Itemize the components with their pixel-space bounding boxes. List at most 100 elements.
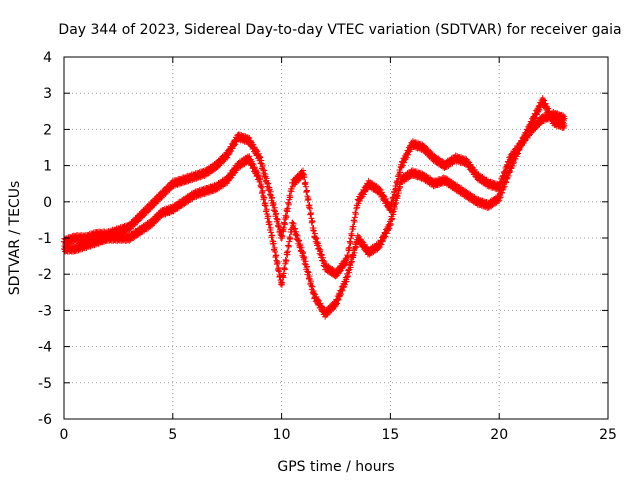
data-point xyxy=(274,259,281,266)
data-point xyxy=(269,232,276,239)
data-point xyxy=(279,279,286,286)
data-point xyxy=(336,292,343,299)
y-tick-label: 1 xyxy=(43,159,52,175)
x-tick-label: 10 xyxy=(273,427,291,443)
data-point xyxy=(258,184,265,191)
y-tick-label: -2 xyxy=(38,267,52,283)
data-point xyxy=(285,201,292,208)
y-tick-label: 3 xyxy=(43,86,52,102)
data-point xyxy=(273,210,280,217)
y-tick-label: 0 xyxy=(43,195,52,211)
data-point xyxy=(544,104,551,111)
x-tick-label: 25 xyxy=(599,427,617,443)
data-point xyxy=(270,240,277,247)
data-point xyxy=(305,196,312,203)
data-point xyxy=(273,252,280,259)
y-tick-label: -4 xyxy=(38,340,52,356)
x-tick-label: 20 xyxy=(490,427,508,443)
data-point xyxy=(257,154,264,161)
y-tick-label: -3 xyxy=(38,303,52,319)
data-point xyxy=(279,233,286,240)
data-point xyxy=(261,195,268,202)
data-point xyxy=(521,134,528,141)
y-tick-label: 4 xyxy=(43,50,52,66)
data-point xyxy=(313,235,320,242)
data-point xyxy=(561,122,568,129)
axis-ticks: 0 5 10 15 20 25 -6 -5 -4 -3 -2 -1 0 1 2 3 4 xyxy=(38,50,617,443)
data-point xyxy=(272,248,279,255)
data-point xyxy=(265,213,272,220)
data-point xyxy=(283,213,290,220)
data-point xyxy=(281,221,288,228)
data-point xyxy=(397,169,404,176)
data-point xyxy=(287,194,294,201)
data-point xyxy=(306,205,313,212)
data-point xyxy=(393,199,400,206)
data-point xyxy=(281,266,288,273)
data-point xyxy=(397,184,404,191)
data-point xyxy=(276,268,283,275)
data-point xyxy=(296,237,303,244)
data-point xyxy=(348,232,355,239)
data-point xyxy=(503,179,510,186)
data-point xyxy=(302,183,309,190)
data-point xyxy=(387,221,394,228)
data-point xyxy=(301,174,308,181)
data-point xyxy=(310,227,317,234)
grid xyxy=(64,57,608,419)
y-tick-label: -6 xyxy=(38,412,52,428)
series-band-a xyxy=(61,109,568,280)
data-point xyxy=(287,235,294,242)
x-tick-label: 15 xyxy=(381,427,399,443)
data-point xyxy=(389,215,396,222)
y-tick-label: -5 xyxy=(38,376,52,392)
data-point xyxy=(280,224,287,231)
data-point xyxy=(500,184,507,191)
y-axis-label: SDTVAR / TECUs xyxy=(7,181,23,296)
y-tick-label: 2 xyxy=(43,122,52,138)
data-point xyxy=(352,211,359,218)
data-point xyxy=(265,180,272,187)
data-point xyxy=(270,201,277,208)
data-point xyxy=(516,146,523,153)
data-point xyxy=(257,176,264,183)
data-point xyxy=(299,249,306,256)
x-axis-label: GPS time / hours xyxy=(277,459,394,475)
data-point xyxy=(309,218,316,225)
data-point xyxy=(269,194,276,201)
data-point xyxy=(350,252,357,259)
data-point xyxy=(394,192,401,199)
data-point xyxy=(303,187,310,194)
data-point xyxy=(561,115,568,122)
data-point xyxy=(352,244,359,251)
data-point xyxy=(262,202,269,209)
data-point xyxy=(259,187,266,194)
x-tick-label: 0 xyxy=(60,427,69,443)
x-tick-label: 5 xyxy=(168,427,177,443)
data-point xyxy=(274,216,281,223)
data-point xyxy=(309,283,316,290)
data-point xyxy=(347,240,354,247)
series-band-b xyxy=(61,95,568,320)
y-tick-label: -1 xyxy=(38,231,52,247)
data-point xyxy=(499,189,506,196)
data-point xyxy=(266,221,273,228)
data-point xyxy=(292,225,299,232)
data-point xyxy=(307,210,314,217)
data-point xyxy=(285,243,292,250)
data-point xyxy=(385,226,392,233)
data-point xyxy=(350,223,357,230)
chart-title: Day 344 of 2023, Sidereal Day-to-day VTE… xyxy=(58,22,621,38)
data-point xyxy=(346,244,353,251)
data-point xyxy=(318,252,325,259)
data-points xyxy=(61,95,568,320)
data-point xyxy=(283,257,290,264)
data-point xyxy=(288,185,295,192)
data-point xyxy=(284,205,291,212)
data-point xyxy=(284,248,291,255)
data-point xyxy=(310,290,317,297)
data-point xyxy=(280,270,287,277)
data-point xyxy=(305,269,312,276)
data-point xyxy=(301,255,308,262)
